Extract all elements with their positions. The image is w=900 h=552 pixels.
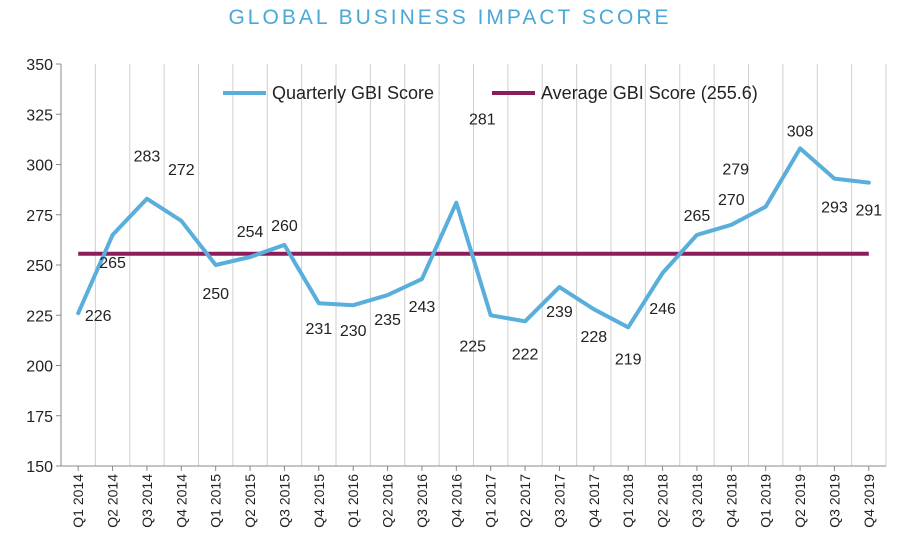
x-tick-label: Q1 2018: [620, 474, 636, 528]
x-tick-label: Q3 2016: [414, 474, 430, 528]
data-label: 281: [469, 112, 496, 129]
y-tick-label: 150: [26, 459, 53, 476]
data-label: 272: [168, 162, 195, 179]
y-tick-label: 225: [26, 308, 53, 325]
x-tick-label: Q1 2014: [70, 474, 86, 528]
data-label: 260: [271, 218, 298, 235]
x-tick-label: Q3 2015: [276, 474, 292, 528]
x-tick-label: Q1 2017: [483, 474, 499, 528]
x-tick-label: Q2 2016: [380, 474, 396, 528]
y-tick-label: 275: [26, 208, 53, 225]
data-label: 219: [615, 351, 642, 368]
data-label: 228: [580, 329, 607, 346]
x-tick-label: Q4 2017: [586, 474, 602, 528]
x-tick-label: Q2 2017: [517, 474, 533, 528]
data-label: 225: [459, 338, 486, 355]
x-tick-label: Q3 2019: [826, 474, 842, 528]
y-tick-label: 350: [26, 57, 53, 74]
x-tick-label: Q2 2018: [655, 474, 671, 528]
y-tick-label: 250: [26, 258, 53, 275]
data-label: 279: [722, 162, 749, 179]
data-label: 308: [787, 123, 814, 140]
y-tick-label: 175: [26, 409, 53, 426]
x-tick-label: Q4 2016: [448, 474, 464, 528]
data-label: 270: [718, 192, 745, 209]
x-tick-label: Q1 2015: [208, 474, 224, 528]
data-label: 231: [305, 321, 332, 338]
legend: Quarterly GBI Score Average GBI Score (25…: [223, 83, 758, 103]
data-label: 243: [409, 299, 436, 316]
x-tick-label: Q3 2018: [689, 474, 705, 528]
x-tick-label: Q4 2018: [723, 474, 739, 528]
data-label: 222: [512, 346, 539, 363]
quarterly-score-line: [76, 146, 871, 330]
y-tick-label: 325: [26, 107, 53, 124]
data-label: 265: [99, 255, 126, 272]
data-label: 235: [374, 312, 401, 329]
data-label: 230: [340, 323, 367, 340]
x-tick-label: Q1 2019: [758, 474, 774, 528]
data-label: 239: [546, 304, 573, 321]
x-tick-label: Q4 2015: [311, 474, 327, 528]
x-tick-label: Q2 2019: [792, 474, 808, 528]
data-label: 254: [237, 224, 264, 241]
x-tick-label: Q4 2014: [173, 474, 189, 528]
data-label: 250: [202, 286, 229, 303]
y-axis-ticks: 150 175 200 225 250 275 300 325 350: [26, 57, 61, 476]
x-tick-label: Q3 2017: [551, 474, 567, 528]
legend-label-average: Average GBI Score (255.6): [541, 83, 758, 103]
data-label: 283: [134, 149, 161, 166]
data-label: 246: [649, 301, 676, 318]
grid-lines: [60, 64, 887, 466]
legend-label-quarterly: Quarterly GBI Score: [272, 83, 434, 103]
y-tick-label: 200: [26, 359, 53, 376]
data-label: 265: [684, 208, 711, 225]
series-group: [76, 146, 871, 330]
data-label: 226: [85, 308, 112, 325]
chart-title: GLOBAL BUSINESS IMPACT SCORE: [228, 6, 672, 29]
x-tick-label: Q3 2014: [139, 474, 155, 528]
y-tick-label: 300: [26, 158, 53, 175]
x-axis-ticks: Q1 2014 Q2 2014 Q3 2014 Q4 2014 Q1 2015 Q2 20…: [70, 466, 877, 528]
data-label: 291: [855, 203, 882, 220]
x-tick-label: Q1 2016: [345, 474, 361, 528]
x-tick-label: Q2 2015: [242, 474, 258, 528]
x-tick-label: Q2 2014: [105, 474, 121, 528]
x-tick-label: Q4 2019: [861, 474, 877, 528]
data-label: 293: [821, 200, 848, 217]
data-labels: 226 265 283 272 250 254 260 231 230 235 243 281 225 2…: [85, 112, 882, 369]
